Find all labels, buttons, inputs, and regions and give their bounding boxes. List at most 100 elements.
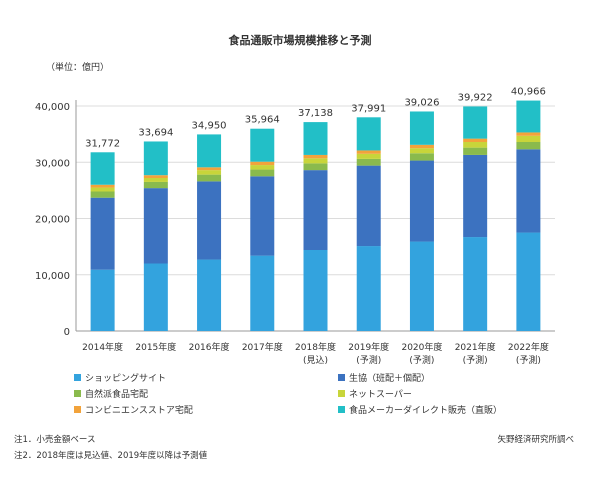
total-label: 37,138	[298, 108, 333, 119]
source-credit: 矢野経済研究所調べ	[497, 434, 574, 445]
bar-segment	[250, 165, 275, 170]
y-tick-label: 10,000	[35, 271, 70, 282]
bar-segment	[143, 141, 168, 176]
x-axis: 2014年度 2015年度 2016年度 2017年度 2018年度 (見込) 2019年度…	[82, 341, 549, 366]
bar-segment	[90, 197, 115, 270]
x-tick-label: 2015年度	[135, 341, 176, 353]
bar-segment	[356, 246, 381, 331]
x-tick-label: (予測)	[516, 354, 541, 366]
bar-segment	[197, 170, 222, 175]
bar-segment	[250, 176, 275, 256]
note-2: 注2．2018年度は見込値、2019年度以降は予測値	[14, 450, 208, 461]
legend-label: ショッピングサイト	[85, 372, 166, 384]
bar-segment	[303, 170, 328, 250]
total-label: 37,991	[351, 103, 386, 114]
bar-segment	[90, 187, 115, 192]
x-tick-label: 2018年度	[295, 341, 336, 353]
bar-segment	[356, 165, 381, 247]
x-tick-label: (予測)	[356, 354, 381, 366]
bar-segment	[516, 149, 541, 233]
bar-segment	[143, 188, 168, 264]
bar-segment	[409, 160, 434, 242]
x-tick-label: (見込)	[303, 355, 328, 366]
x-tick-label: 2022年度	[508, 341, 549, 353]
total-label: 39,026	[404, 97, 439, 108]
x-tick-label: 2016年度	[189, 341, 230, 353]
legend-label: コンビニエンスストア宅配	[85, 404, 193, 416]
y-tick-label: 0	[64, 327, 70, 338]
bar-segment	[90, 184, 115, 188]
bar-segment	[463, 138, 488, 142]
bar-segment	[250, 161, 275, 166]
legend-label: ネットスーパー	[349, 389, 412, 400]
bar-segment	[516, 135, 541, 142]
x-tick-label: 2020年度	[401, 341, 442, 353]
bar-segment	[516, 100, 541, 133]
total-label: 34,950	[192, 120, 227, 131]
bar-segment	[409, 144, 434, 149]
bar-segment	[356, 158, 381, 166]
legend-swatch	[74, 374, 81, 381]
legend-label: 食品メーカーダイレクト販売（直販）	[349, 404, 502, 416]
y-tick-label: 30,000	[35, 158, 70, 169]
bar-segment	[303, 154, 328, 159]
bar-segment	[197, 181, 222, 260]
x-tick-label: 2021年度	[455, 341, 496, 353]
note-1: 注1．小売金額ベース	[14, 434, 95, 445]
bar-segment	[356, 150, 381, 154]
x-tick-label: 2014年度	[82, 341, 123, 353]
bar-segment	[250, 128, 275, 162]
bar-segment	[143, 175, 168, 178]
bar-segment	[90, 152, 115, 185]
x-tick-label: (予測)	[409, 354, 434, 366]
bar-segment	[90, 191, 115, 198]
bar-segment	[463, 147, 488, 155]
legend-swatch	[338, 406, 345, 413]
bar-segment	[303, 158, 328, 164]
bar-segment	[143, 263, 168, 331]
y-tick-label: 20,000	[35, 215, 70, 226]
bar-segment	[516, 132, 541, 136]
legend-swatch	[338, 390, 345, 397]
bar-segment	[463, 106, 488, 139]
bar-segment	[197, 259, 222, 331]
total-label: 31,772	[85, 138, 120, 149]
bar-segment	[197, 174, 222, 182]
x-tick-label: 2019年度	[348, 341, 389, 353]
bar-segment	[303, 250, 328, 331]
bars	[90, 100, 541, 331]
bar-segment	[516, 142, 541, 150]
chart-title: 食品通販市場規模推移と予測	[229, 33, 372, 47]
total-label: 35,964	[245, 115, 280, 126]
bar-segment	[409, 241, 434, 331]
legend-swatch	[338, 374, 345, 381]
bar-segment	[409, 153, 434, 161]
bar-segment	[197, 167, 222, 171]
bar-segment	[356, 117, 381, 151]
bar-segment	[463, 237, 488, 331]
bar-segment	[356, 153, 381, 159]
bar-segment	[409, 148, 434, 154]
legend: ショッピングサイト 生協（班配＋個配） 自然派食品宅配 ネットスーパーコンビニエンスス…	[74, 372, 502, 416]
bar-segment	[143, 181, 168, 189]
total-label: 39,922	[458, 92, 493, 103]
bar-segment	[250, 169, 275, 177]
total-label: 33,694	[138, 127, 173, 138]
x-tick-label: (予測)	[463, 354, 488, 366]
x-tick-label: 2017年度	[242, 341, 283, 353]
bar-segment	[516, 232, 541, 331]
bar-segment	[463, 154, 488, 238]
y-axis: 0 10,000 20,000 30,000 40,000	[35, 100, 77, 338]
bar-segment	[197, 134, 222, 168]
bar-segment	[90, 269, 115, 331]
bar-segment	[303, 122, 328, 155]
bar-segment	[303, 163, 328, 171]
total-labels: 31,772 33,694 34,950 35,964 37,138 37,991 39,0…	[85, 87, 546, 150]
total-label: 40,966	[511, 87, 546, 98]
unit-label: （単位：億円）	[46, 61, 109, 73]
bar-segment	[409, 111, 434, 145]
legend-swatch	[74, 390, 81, 397]
bar-segment	[250, 255, 275, 331]
bar-segment	[463, 142, 488, 148]
